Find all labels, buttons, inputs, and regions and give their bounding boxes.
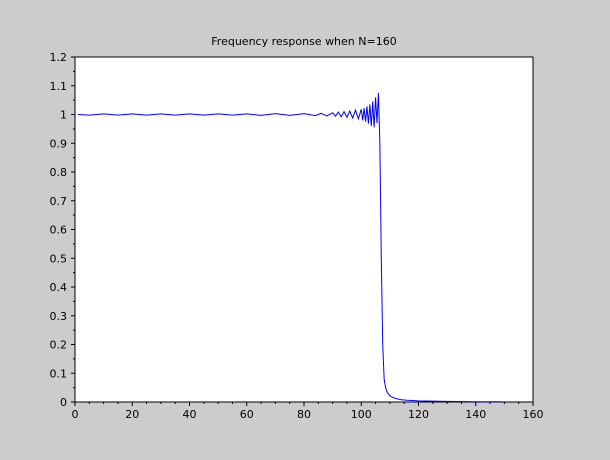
y-tick-label: 0.2 [50,339,68,352]
y-tick-label: 0.4 [50,281,68,294]
y-tick-label: 0.5 [50,252,68,265]
x-tick-label: 20 [125,408,139,421]
y-tick-label: 0.1 [50,367,68,380]
x-tick-label: 80 [297,408,311,421]
x-tick-label: 0 [72,408,79,421]
y-tick-label: 0.9 [50,137,68,150]
y-tick-label: 0.8 [50,166,68,179]
x-tick-label: 60 [240,408,254,421]
plot-area [74,56,534,403]
x-tick-label: 100 [351,408,372,421]
x-tick-label: 120 [408,408,429,421]
chart-title: Frequency response when N=160 [211,35,396,48]
series-line-frequency-response [77,92,502,403]
y-axis: 0 0.1 0.2 0.3 0.4 0.5 0.6 0.7 0.8 0.9 1 1.1 1.2 [50,51,75,409]
y-tick-label: 1.1 [50,80,68,93]
x-axis: 0 20 40 60 80 100 120 140 160 [72,402,544,421]
x-tick-label: 160 [523,408,544,421]
y-tick-label: 1.2 [50,51,68,64]
x-tick-label: 140 [465,408,486,421]
y-tick-label: 0.3 [50,310,68,323]
y-tick-label: 0.6 [50,224,68,237]
x-tick-label: 40 [183,408,197,421]
y-tick-label: 1 [60,109,67,122]
y-tick-label: 0 [60,396,67,409]
y-tick-label: 0.7 [50,195,68,208]
